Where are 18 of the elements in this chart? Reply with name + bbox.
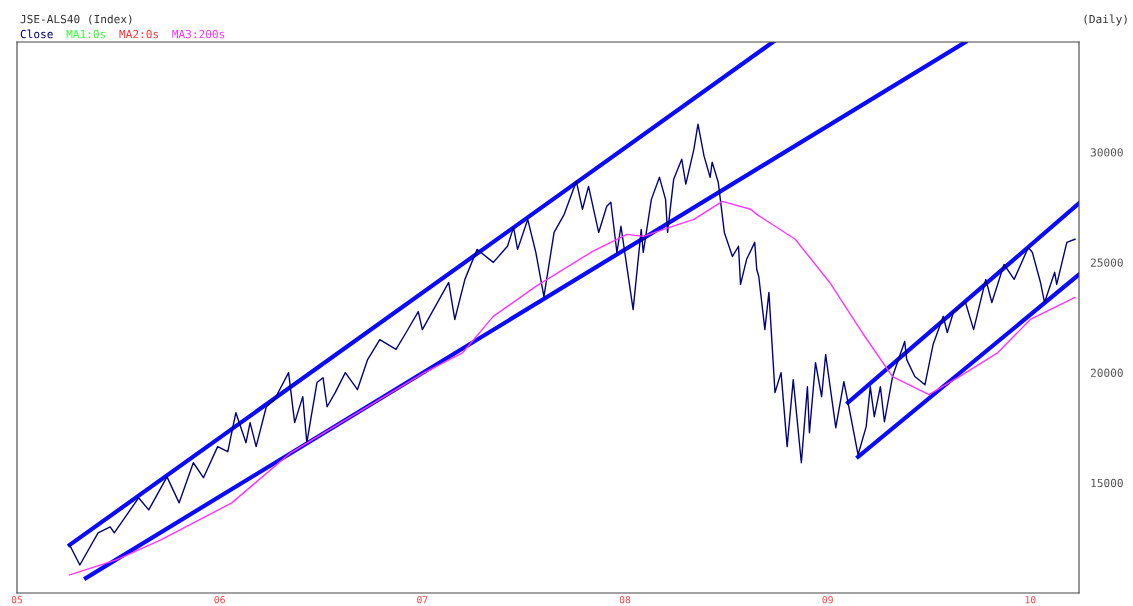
- chart-title: JSE-ALS40 (Index): [20, 14, 132, 25]
- text: MA3:200s: [172, 29, 225, 39]
- x-tick-label: 06: [214, 596, 225, 604]
- x-tick-label: 10: [1025, 596, 1036, 604]
- y-tick-label: 25000: [1090, 258, 1123, 267]
- x-tick-label: 09: [822, 596, 833, 604]
- text: (Daily): [1084, 14, 1127, 26]
- x-tick-label: 08: [619, 596, 631, 604]
- line-series: [68, 200, 1076, 576]
- y-tick-label: 15000: [1091, 478, 1123, 488]
- text: Close: [20, 29, 53, 39]
- legend-label: MA1:0s: [66, 29, 106, 39]
- x-tick-label: 07: [417, 596, 428, 604]
- x-tick-label: 05: [11, 596, 23, 604]
- y-tick-label: 20000: [1090, 368, 1123, 378]
- y-tick-label: 30000: [1090, 148, 1123, 157]
- line-series: [68, 123, 1076, 566]
- legend-label: MA2:0s: [119, 29, 159, 39]
